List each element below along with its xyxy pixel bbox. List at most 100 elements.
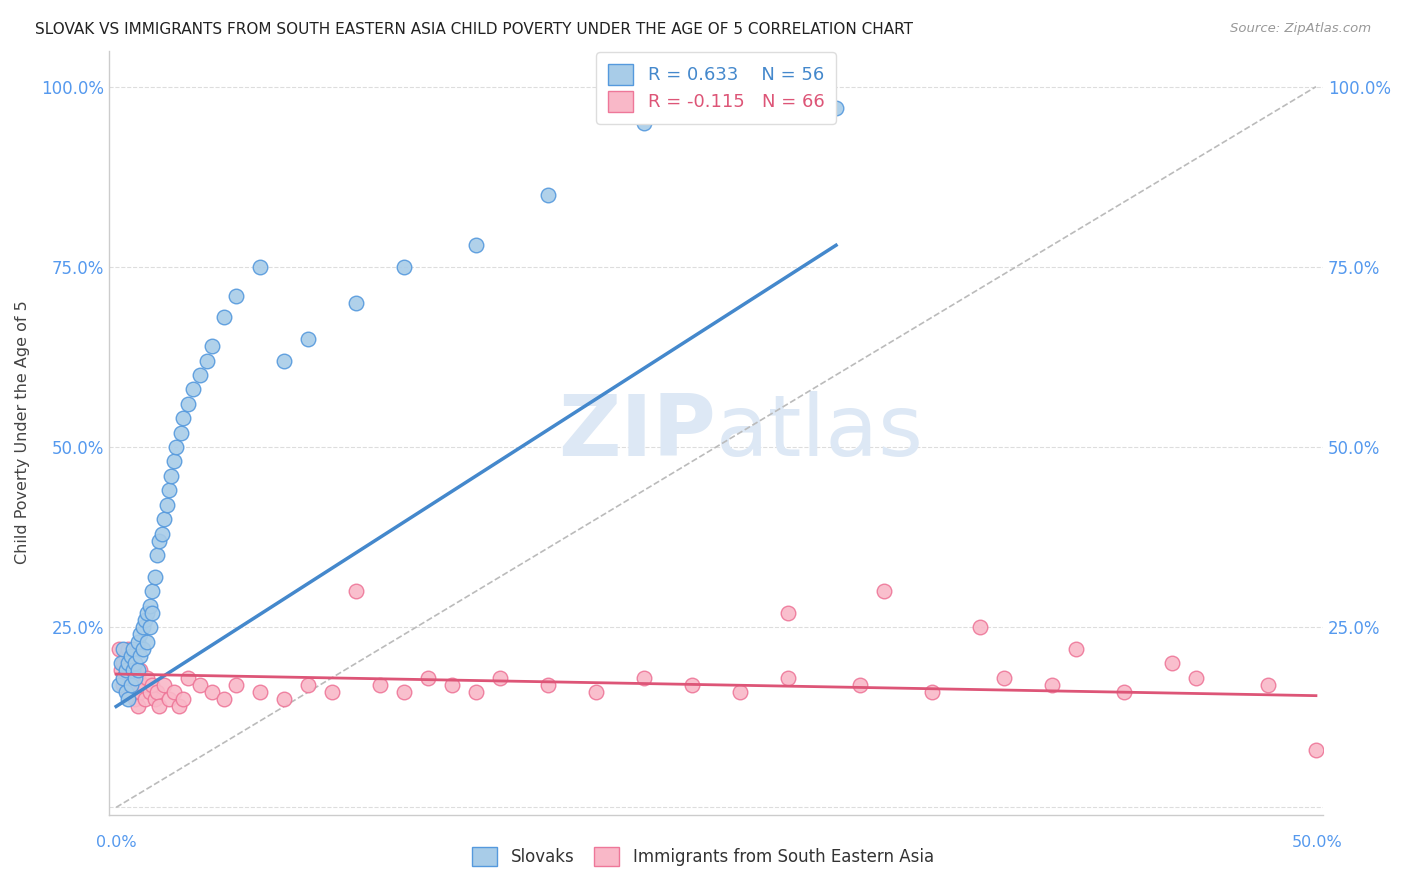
Point [157, 483, 180, 498]
Point [146, 548, 169, 562]
Point [368, 678, 391, 692]
Point [114, 671, 136, 685]
Point [146, 685, 169, 699]
Point [167, 699, 190, 714]
Point [537, 187, 560, 202]
Point [321, 685, 343, 699]
Point [127, 671, 149, 685]
Point [134, 613, 156, 627]
Point [124, 657, 146, 671]
Point [120, 657, 142, 671]
Point [181, 383, 204, 397]
Point [153, 678, 176, 692]
Point [124, 671, 146, 685]
Point [1305, 742, 1327, 756]
Point [139, 620, 162, 634]
Point [107, 641, 129, 656]
Point [465, 238, 488, 252]
Point [537, 678, 560, 692]
Point [160, 468, 183, 483]
Y-axis label: Child Poverty Under the Age of 5: Child Poverty Under the Age of 5 [15, 301, 30, 565]
Point [117, 641, 139, 656]
Point [107, 678, 129, 692]
Point [139, 599, 162, 613]
Point [112, 678, 135, 692]
Point [129, 685, 152, 699]
Point [170, 425, 193, 440]
Point [195, 353, 218, 368]
Point [177, 671, 200, 685]
Point [489, 671, 512, 685]
Point [114, 648, 136, 663]
Point [776, 606, 799, 620]
Point [752, 79, 775, 94]
Point [110, 664, 132, 678]
Point [201, 339, 224, 353]
Point [825, 101, 848, 115]
Point [136, 606, 159, 620]
Point [165, 440, 187, 454]
Point [157, 692, 180, 706]
Point [114, 664, 136, 678]
Point [127, 664, 149, 678]
Point [392, 685, 415, 699]
Point [392, 260, 415, 274]
Point [163, 685, 186, 699]
Point [163, 454, 186, 468]
Point [225, 678, 247, 692]
Point [585, 685, 607, 699]
Point [112, 671, 135, 685]
Point [1040, 678, 1063, 692]
Point [148, 533, 170, 548]
Point [1257, 678, 1279, 692]
Text: 50.0%: 50.0% [1292, 836, 1343, 850]
Point [441, 678, 464, 692]
Point [129, 648, 152, 663]
Point [177, 397, 200, 411]
Point [120, 648, 142, 663]
Point [273, 353, 295, 368]
Point [344, 584, 367, 599]
Point [297, 332, 319, 346]
Point [212, 310, 235, 325]
Point [120, 678, 142, 692]
Point [122, 664, 145, 678]
Point [297, 678, 319, 692]
Point [141, 584, 163, 599]
Point [188, 678, 211, 692]
Point [921, 685, 943, 699]
Point [681, 678, 703, 692]
Point [1064, 641, 1087, 656]
Point [225, 289, 247, 303]
Text: 0.0%: 0.0% [96, 836, 136, 850]
Point [148, 699, 170, 714]
Text: ZIP: ZIP [558, 391, 716, 475]
Point [122, 685, 145, 699]
Point [120, 678, 142, 692]
Point [127, 634, 149, 648]
Point [143, 692, 166, 706]
Point [776, 671, 799, 685]
Point [728, 685, 751, 699]
Point [141, 678, 163, 692]
Point [873, 584, 896, 599]
Point [139, 685, 162, 699]
Point [131, 620, 153, 634]
Legend: Slovaks, Immigrants from South Eastern Asia: Slovaks, Immigrants from South Eastern A… [465, 840, 941, 873]
Point [273, 692, 295, 706]
Point [124, 657, 146, 671]
Text: SLOVAK VS IMMIGRANTS FROM SOUTH EASTERN ASIA CHILD POVERTY UNDER THE AGE OF 5 CO: SLOVAK VS IMMIGRANTS FROM SOUTH EASTERN … [35, 22, 912, 37]
Point [172, 692, 194, 706]
Point [110, 657, 132, 671]
Point [122, 664, 145, 678]
Point [136, 634, 159, 648]
Point [143, 570, 166, 584]
Point [117, 692, 139, 706]
Point [153, 512, 176, 526]
Point [249, 260, 271, 274]
Point [633, 671, 655, 685]
Point [849, 678, 872, 692]
Point [112, 641, 135, 656]
Point [969, 620, 991, 634]
Point [212, 692, 235, 706]
